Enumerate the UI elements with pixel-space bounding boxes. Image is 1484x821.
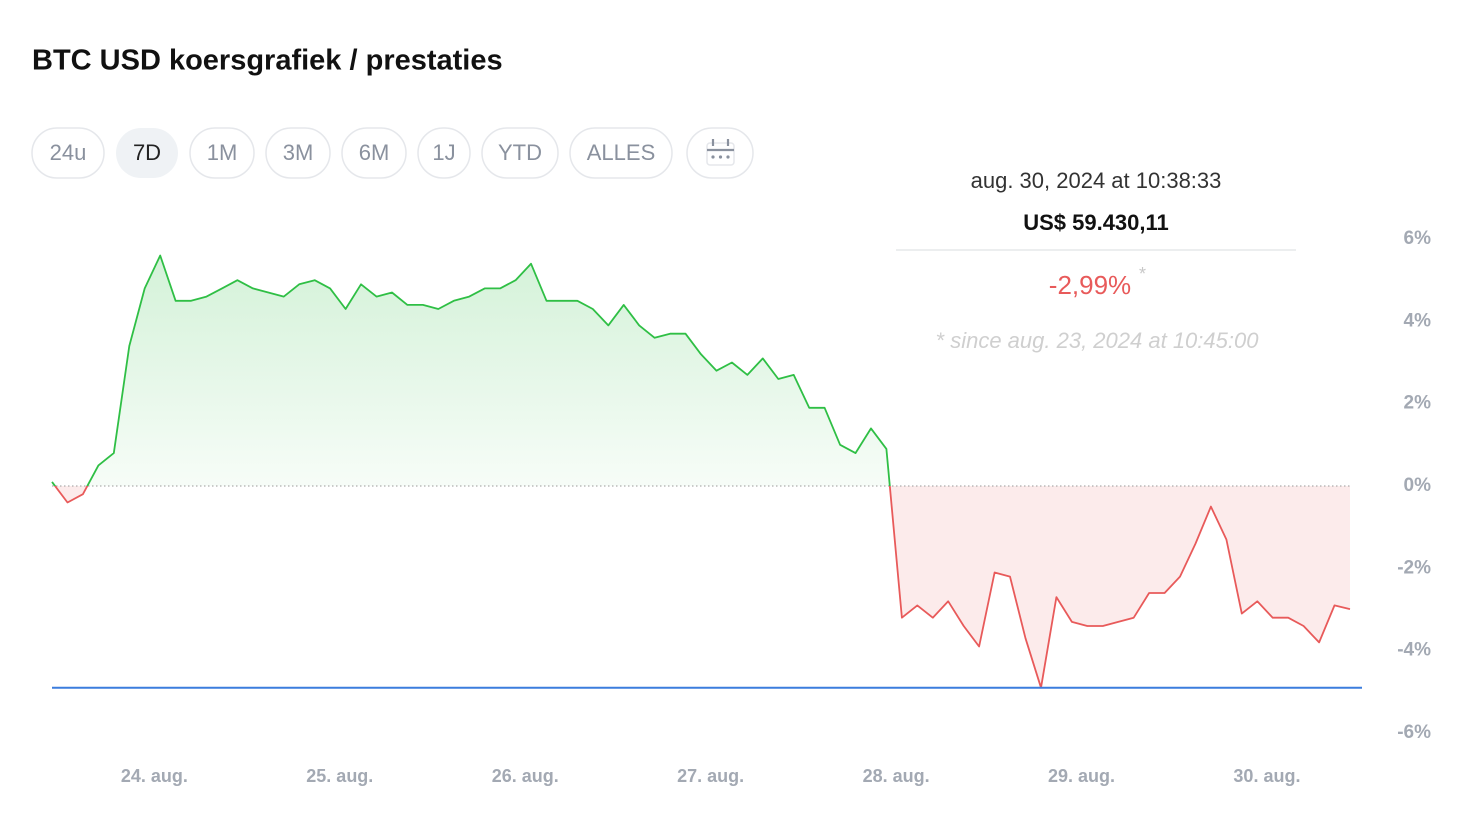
y-tick-label: 6% xyxy=(1404,228,1432,249)
y-tick-label: 4% xyxy=(1404,310,1432,331)
button-label: 6M xyxy=(359,140,390,165)
button-label: YTD xyxy=(498,140,542,165)
button-label: ALLES xyxy=(587,140,656,165)
range-button[interactable]: 6M xyxy=(341,127,407,179)
range-buttons: 24u 7D 1M 3M 6M 1J YTD ALLES xyxy=(31,127,673,179)
x-tick-label: 26. aug. xyxy=(492,766,559,786)
button-label: 1J xyxy=(432,140,455,165)
x-tick-label: 24. aug. xyxy=(121,766,188,786)
button-label: 24u xyxy=(50,140,87,165)
x-tick-label: 30. aug. xyxy=(1233,766,1300,786)
button-background xyxy=(417,127,471,179)
y-tick-label: -6% xyxy=(1397,722,1431,743)
button-background xyxy=(189,127,255,179)
price-line xyxy=(51,254,1351,689)
tooltip-note: * since aug. 23, 2024 at 10:45:00 xyxy=(936,328,1260,353)
tooltip-price: US$ 59.430,11 xyxy=(1023,210,1169,235)
x-tick-label: 27. aug. xyxy=(677,766,744,786)
button-background xyxy=(341,127,407,179)
button-label: 1M xyxy=(207,140,238,165)
calendar-button[interactable] xyxy=(686,127,754,179)
button-label: 7D xyxy=(133,140,161,165)
range-button[interactable]: 1M xyxy=(189,127,255,179)
y-tick-label: 2% xyxy=(1404,393,1432,414)
button-background xyxy=(569,127,673,179)
y-tick-label: 0% xyxy=(1404,475,1432,496)
tooltip-date: aug. 30, 2024 at 10:38:33 xyxy=(971,168,1222,193)
range-button[interactable]: YTD xyxy=(481,127,559,179)
range-button[interactable]: 7D xyxy=(116,128,178,178)
tooltip-change: -2,99% xyxy=(1049,270,1131,300)
tooltip: aug. 30, 2024 at 10:38:33 US$ 59.430,11 … xyxy=(896,168,1296,353)
chart: 6% 4% 2% 0% -2% -4% -6% 24. aug. 25. aug. 26. aug… xyxy=(51,228,1432,786)
button-background xyxy=(265,127,331,179)
page-title: BTC USD koersgrafiek / prestaties xyxy=(32,45,503,77)
button-background xyxy=(31,127,105,179)
button-label: 3M xyxy=(283,140,314,165)
x-tick-label: 25. aug. xyxy=(306,766,373,786)
range-button[interactable]: 1J xyxy=(417,127,471,179)
range-button[interactable]: 3M xyxy=(265,127,331,179)
y-tick-label: -2% xyxy=(1397,557,1431,578)
x-tick-label: 28. aug. xyxy=(863,766,930,786)
area xyxy=(52,255,1350,688)
x-tick-label: 29. aug. xyxy=(1048,766,1115,786)
tooltip-marker: * xyxy=(1139,264,1146,284)
button-background xyxy=(481,127,559,179)
button-background xyxy=(116,128,178,178)
range-button[interactable]: ALLES xyxy=(569,127,673,179)
y-tick-label: -4% xyxy=(1397,640,1431,661)
range-button[interactable]: 24u xyxy=(31,127,105,179)
